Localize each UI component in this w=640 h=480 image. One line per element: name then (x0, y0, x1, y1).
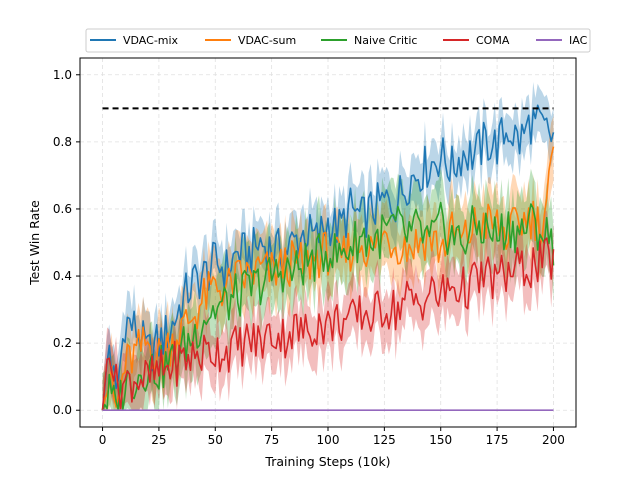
x-tick-label: 175 (486, 433, 509, 447)
x-tick-label: 125 (373, 433, 396, 447)
x-tick-label: 25 (151, 433, 166, 447)
legend-label: Naive Critic (354, 34, 417, 47)
legend-label: COMA (476, 34, 510, 47)
x-tick-label: 0 (99, 433, 107, 447)
x-tick-label: 150 (429, 433, 452, 447)
x-axis-ticks: 0 25 50 75 100 125 150 175 200 (99, 427, 565, 447)
y-tick-label: 0.6 (53, 202, 72, 216)
y-axis-label: Test Win Rate (27, 200, 42, 286)
x-tick-label: 200 (542, 433, 565, 447)
y-tick-label: 0.4 (53, 269, 72, 283)
y-axis-ticks: 0.0 0.2 0.4 0.6 0.8 1.0 (53, 68, 80, 417)
legend: VDAC-mix VDAC-sum Naive Critic COMA IAC (85, 28, 591, 53)
y-tick-label: 0.2 (53, 336, 72, 350)
line-vdac-mix (101, 104, 555, 411)
x-tick-label: 75 (264, 433, 279, 447)
x-tick-label: 100 (317, 433, 340, 447)
series-lines (101, 104, 555, 411)
y-tick-label: 0.8 (53, 135, 72, 149)
legend-label: IAC (569, 34, 588, 47)
y-tick-label: 0.0 (53, 403, 72, 417)
x-tick-label: 50 (208, 433, 223, 447)
legend-label: VDAC-mix (123, 34, 179, 47)
x-axis-label: Training Steps (10k) (264, 454, 390, 469)
legend-label: VDAC-sum (238, 34, 296, 47)
band-naive-critic (102, 167, 554, 411)
y-tick-label: 1.0 (53, 68, 72, 82)
line-coma (101, 237, 555, 411)
